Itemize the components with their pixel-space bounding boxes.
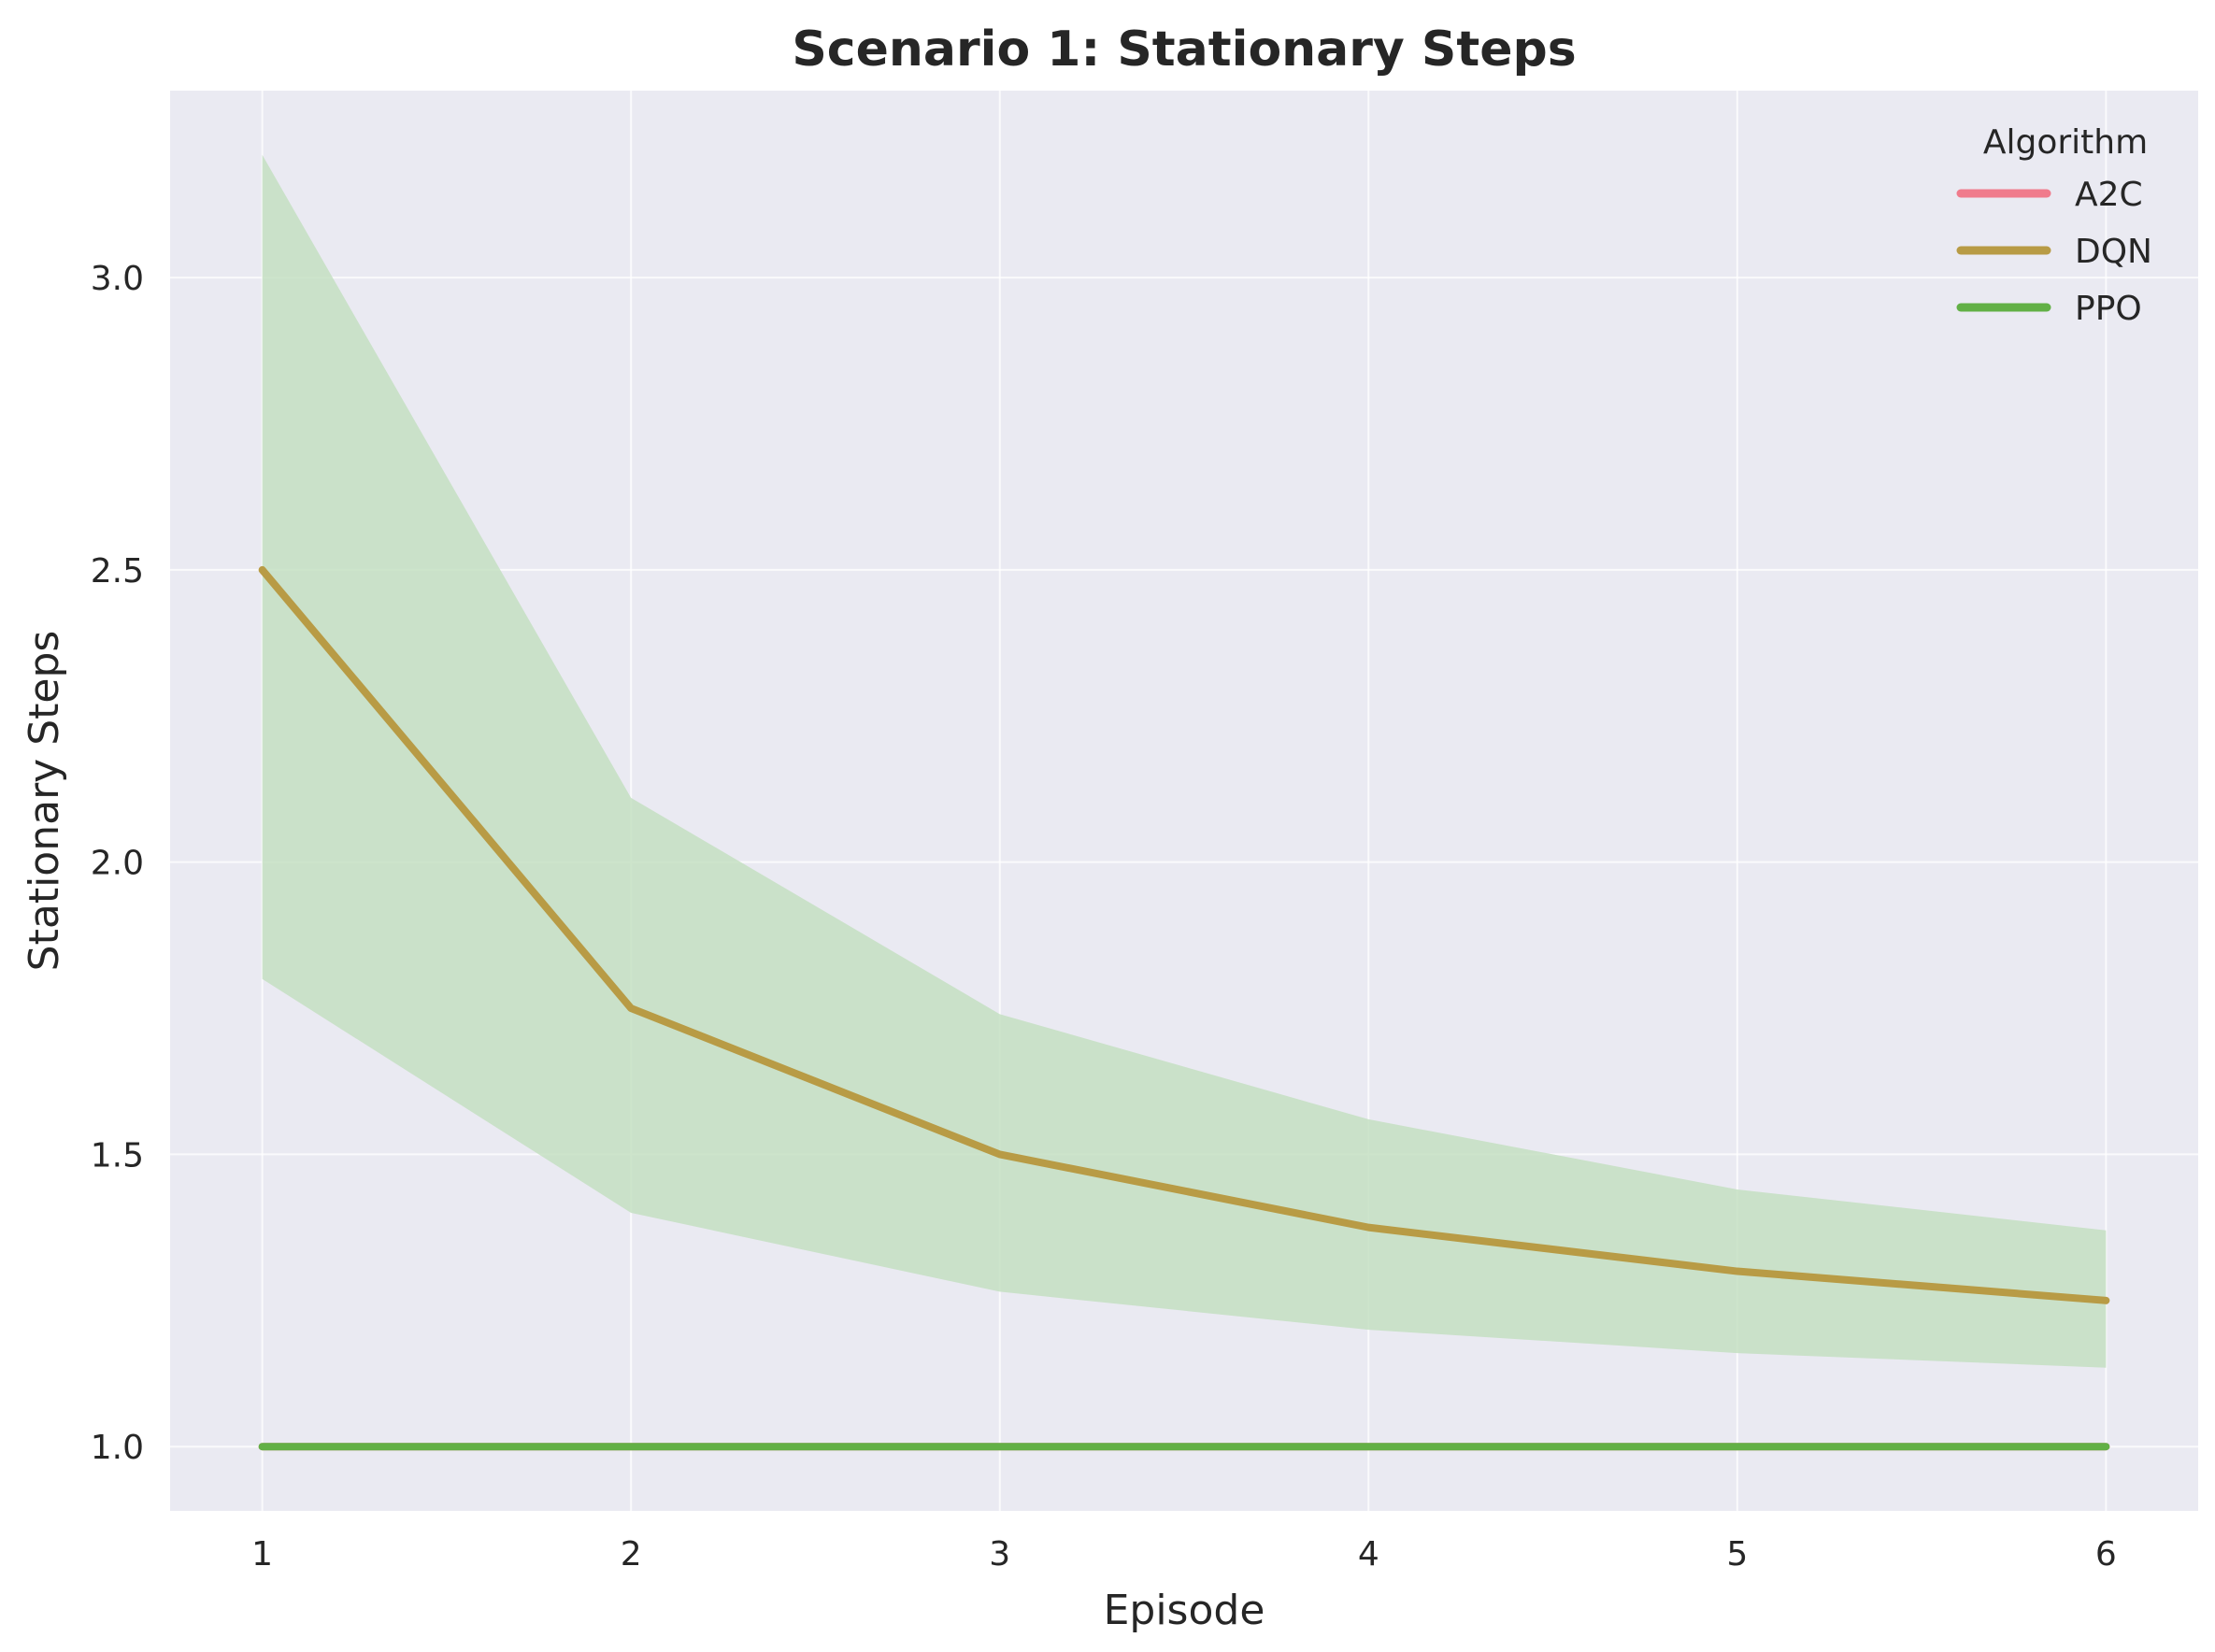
series-lines (258, 565, 2110, 1451)
x-tick-label: 3 (989, 1535, 1010, 1574)
confidence-bands (262, 154, 2107, 1368)
x-tick-label: 4 (1358, 1535, 1379, 1574)
x-tick-label: 2 (621, 1535, 642, 1574)
legend: Algorithm A2C DQN PPO (1956, 123, 2152, 328)
legend-items: A2C DQN PPO (1956, 176, 2152, 328)
tick-labels: 1 2 3 4 5 6 1.0 1.5 2.0 2.5 3.0 (91, 260, 2117, 1574)
x-tick-label: 1 (251, 1535, 273, 1574)
x-tick-label: 6 (2095, 1535, 2117, 1574)
y-tick-label: 2.5 (91, 552, 144, 591)
y-tick-label: 3.0 (91, 260, 144, 298)
x-axis-label: Episode (1104, 1587, 1265, 1634)
y-tick-label: 2.0 (91, 845, 144, 883)
confidence-band-ppo (262, 154, 2107, 1368)
legend-label-dqn: DQN (2075, 233, 2152, 271)
legend-label-ppo: PPO (2075, 290, 2142, 328)
x-tick-label: 5 (1726, 1535, 1748, 1574)
series-line-dqn (258, 565, 2110, 1304)
y-axis-label: Stationary Steps (21, 631, 68, 972)
chart-title: Scenario 1: Stationary Steps (792, 21, 1576, 78)
y-tick-label: 1.5 (91, 1136, 144, 1175)
legend-title: Algorithm (1983, 123, 2148, 162)
legend-label-a2c: A2C (2075, 176, 2143, 214)
y-tick-label: 1.0 (91, 1429, 144, 1467)
